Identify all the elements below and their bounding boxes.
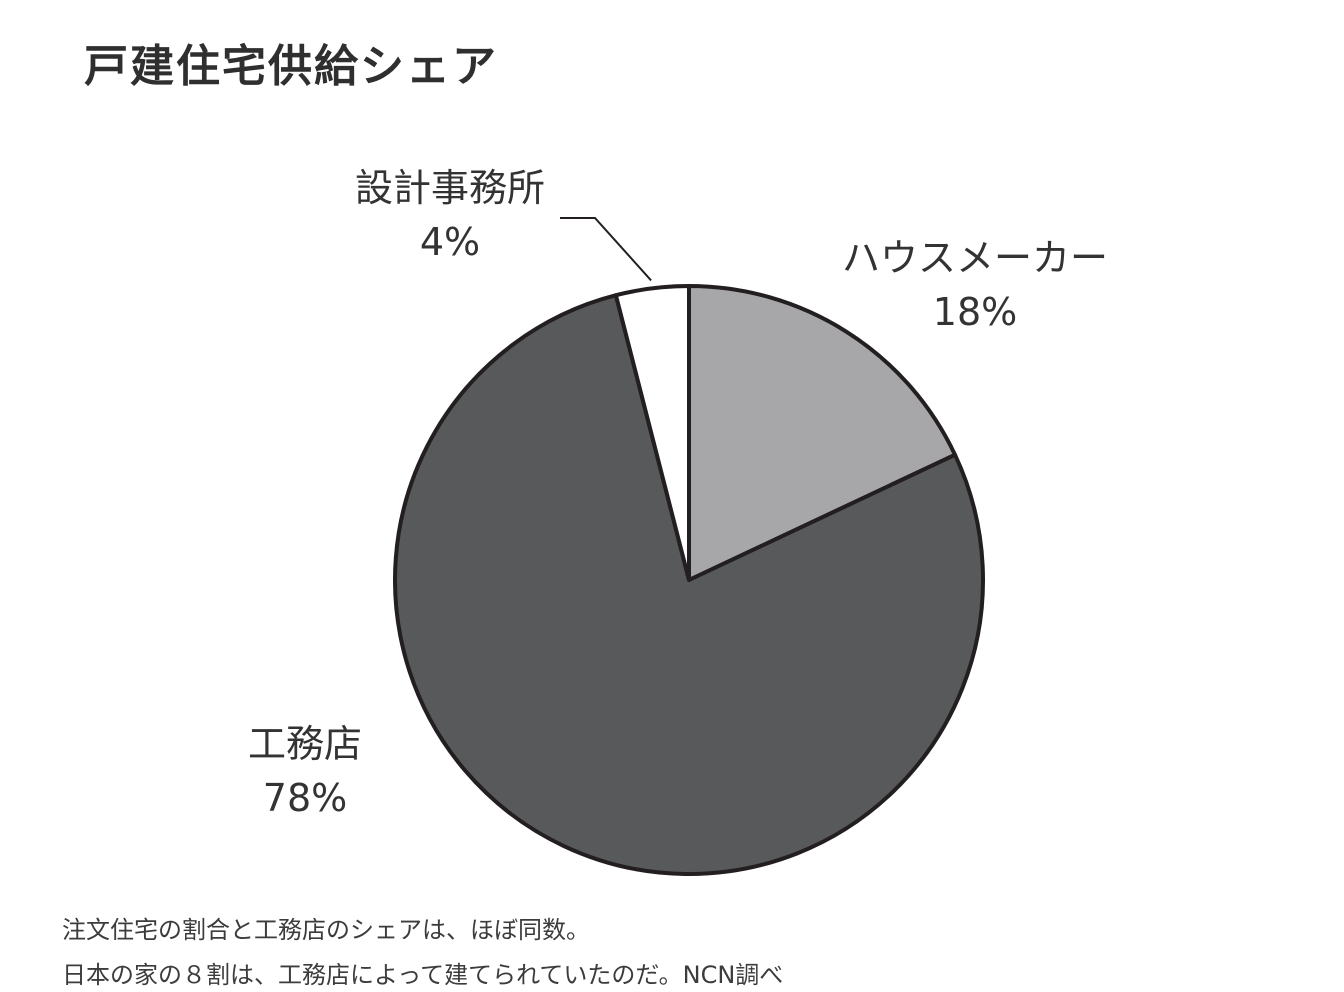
slice-value-house-maker: 18% [932,290,1018,334]
slice-house-maker [687,284,958,582]
slice-label-house-maker: ハウスメーカー 18% [810,232,1140,340]
slice-name-builder: 工務店 [247,722,362,766]
slice-label-design-office: 設計事務所 4% [325,162,575,270]
slice-design-office [613,284,691,582]
slice-builder [393,293,986,876]
slice-label-builder: 工務店 78% [200,718,410,826]
slice-value-design-office: 4% [419,220,481,264]
slice-value-builder: 78% [262,776,348,820]
slice-name-design-office: 設計事務所 [354,166,545,210]
chart-title: 戸建住宅供給シェア [84,41,498,92]
leader-line-design-office [560,217,652,282]
footnote-2: 日本の家の８割は、工務店によって建てられていたのだ。NCN調べ [62,961,784,989]
footnote-1: 注文住宅の割合と工務店のシェアは、ほぼ同数。 [62,916,590,944]
slice-name-house-maker: ハウスメーカー [841,236,1108,280]
